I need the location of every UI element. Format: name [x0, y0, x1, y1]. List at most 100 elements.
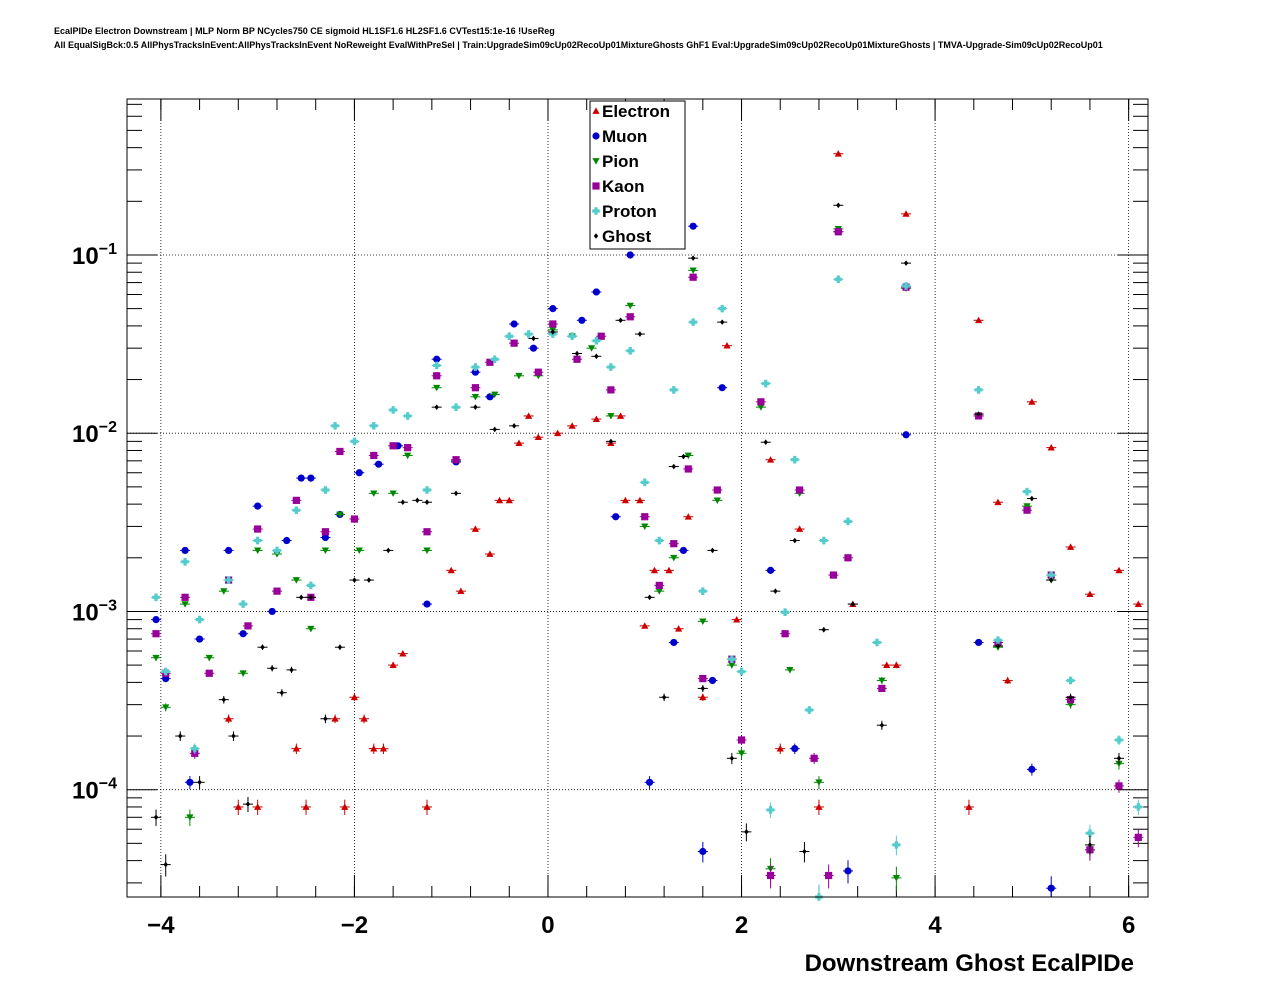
y-tick-exponent: −1 — [99, 241, 117, 258]
data-point — [815, 803, 823, 810]
data-point — [737, 736, 746, 744]
data-point — [389, 442, 397, 450]
y-tick-exponent: −4 — [99, 776, 117, 793]
data-point — [892, 875, 900, 882]
data-point — [399, 650, 407, 657]
data-point — [699, 618, 707, 625]
data-point — [1066, 676, 1075, 685]
data-point — [302, 803, 310, 810]
data-point — [655, 588, 663, 595]
data-point — [534, 433, 542, 441]
data-point — [995, 643, 1001, 649]
data-point — [350, 515, 359, 523]
data-point — [360, 715, 368, 722]
data-point — [679, 546, 688, 555]
legend-item-ghost: Ghost — [593, 227, 651, 246]
data-point — [766, 871, 775, 880]
data-point — [773, 588, 778, 594]
data-point — [205, 669, 213, 677]
data-point — [844, 517, 852, 526]
data-point — [689, 222, 697, 230]
data-point — [681, 453, 686, 460]
data-point — [834, 228, 842, 236]
data-point — [245, 801, 251, 807]
data-point — [161, 667, 170, 676]
data-point — [404, 444, 412, 452]
data-point — [471, 368, 479, 376]
y-tick-base: 10 — [72, 599, 99, 626]
data-point — [612, 513, 620, 521]
data-point — [225, 546, 233, 555]
data-point — [607, 386, 615, 394]
data-point — [1047, 444, 1055, 451]
data-point — [834, 150, 842, 157]
data-point — [178, 733, 183, 739]
data-point — [1086, 590, 1094, 598]
y-tick-label: 10−3 — [72, 597, 117, 626]
data-point — [965, 803, 973, 810]
data-point — [181, 557, 189, 566]
data-point — [766, 806, 775, 814]
legend-marker — [592, 132, 600, 140]
data-point — [1004, 676, 1012, 684]
data-point — [341, 803, 349, 810]
legend-item-proton: Proton — [592, 202, 657, 221]
data-point — [234, 803, 242, 810]
data-point — [495, 496, 504, 504]
data-point — [404, 452, 412, 460]
data-point — [829, 571, 838, 579]
data-point — [505, 496, 513, 504]
data-point — [366, 577, 372, 583]
data-point — [152, 593, 160, 602]
data-point — [550, 329, 556, 335]
data-point — [883, 661, 891, 668]
data-point — [350, 437, 359, 446]
data-point — [791, 745, 799, 753]
data-point — [626, 251, 634, 259]
data-point — [616, 412, 625, 419]
data-point — [670, 540, 678, 548]
data-point — [805, 706, 814, 714]
data-point — [744, 829, 749, 835]
data-point — [708, 676, 717, 685]
data-point — [307, 474, 315, 482]
data-point — [323, 715, 328, 722]
data-point — [297, 474, 305, 482]
y-tick-labels: 10−110−210−310−4 — [72, 241, 117, 805]
data-point — [433, 355, 441, 363]
data-point — [433, 384, 441, 392]
data-point — [796, 525, 804, 532]
data-point — [640, 478, 649, 487]
x-tick-label: −2 — [341, 912, 368, 939]
data-point — [718, 384, 726, 392]
data-point — [195, 615, 204, 624]
data-point — [618, 317, 623, 324]
legend-label: Ghost — [602, 227, 651, 246]
data-point — [1028, 765, 1036, 773]
data-point — [873, 638, 881, 647]
data-point — [568, 422, 576, 429]
x-tick-label: 6 — [1122, 912, 1135, 939]
data-point — [836, 202, 841, 209]
data-point — [321, 547, 329, 555]
data-point — [1134, 803, 1143, 811]
data-point — [902, 210, 910, 217]
data-markers — [151, 150, 1144, 901]
data-point — [626, 313, 634, 321]
data-point — [879, 722, 885, 729]
data-point — [975, 316, 983, 324]
data-point — [819, 536, 828, 545]
data-point — [975, 638, 983, 647]
data-point — [423, 600, 431, 608]
grid-lines — [127, 99, 1148, 897]
data-point — [181, 593, 189, 601]
data-point — [802, 848, 807, 855]
data-point — [718, 304, 726, 313]
data-point — [254, 502, 262, 510]
data-point — [766, 456, 775, 463]
data-point — [821, 626, 826, 633]
data-point — [1066, 543, 1075, 550]
data-point — [1134, 600, 1142, 607]
data-point — [471, 393, 479, 401]
data-point — [239, 600, 247, 608]
